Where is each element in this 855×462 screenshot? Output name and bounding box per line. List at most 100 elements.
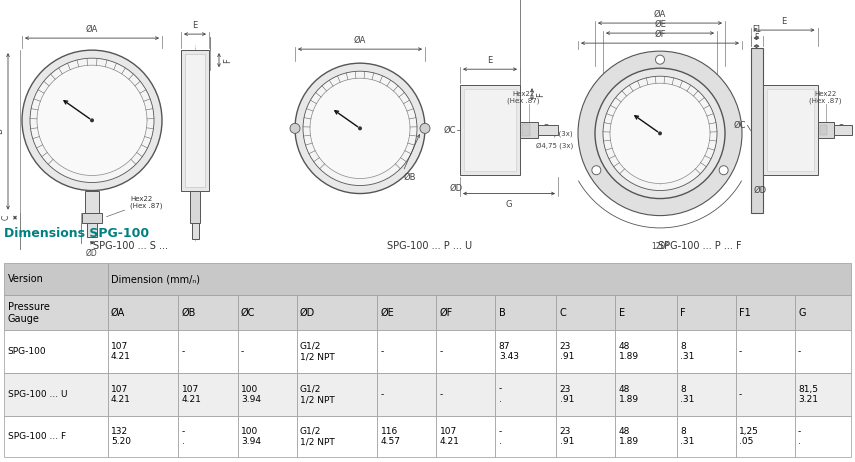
Text: E: E <box>487 56 492 65</box>
Text: 107
4.21: 107 4.21 <box>439 427 460 446</box>
Text: G: G <box>798 308 805 318</box>
Text: -: - <box>798 347 801 356</box>
Text: 48
1.89: 48 1.89 <box>619 385 639 404</box>
Text: 107
4.21: 107 4.21 <box>182 385 202 404</box>
FancyBboxPatch shape <box>108 263 851 295</box>
Text: C: C <box>838 124 843 133</box>
Text: Pressure
Gauge: Pressure Gauge <box>8 302 50 323</box>
FancyBboxPatch shape <box>4 263 108 295</box>
Text: ØC: ØC <box>241 308 256 318</box>
Circle shape <box>595 68 725 199</box>
Text: C: C <box>2 215 11 220</box>
Text: 116
4.57: 116 4.57 <box>380 427 401 446</box>
Text: 100
3.94: 100 3.94 <box>241 385 261 404</box>
Circle shape <box>719 166 728 175</box>
Text: ØA: ØA <box>86 25 98 34</box>
FancyBboxPatch shape <box>557 416 616 457</box>
FancyBboxPatch shape <box>436 330 495 373</box>
FancyBboxPatch shape <box>297 416 377 457</box>
FancyBboxPatch shape <box>735 373 794 416</box>
Bar <box>464 89 516 171</box>
Text: 8
.31: 8 .31 <box>680 342 694 361</box>
Text: F: F <box>223 58 232 63</box>
Bar <box>82 213 102 223</box>
Text: ØD: ØD <box>754 186 767 195</box>
Bar <box>522 124 530 136</box>
Circle shape <box>592 166 601 175</box>
Text: E: E <box>192 21 198 30</box>
FancyBboxPatch shape <box>557 373 616 416</box>
FancyBboxPatch shape <box>4 330 108 373</box>
Text: G1/2
1/2 NPT: G1/2 1/2 NPT <box>300 427 334 446</box>
Text: ØA: ØA <box>654 10 666 19</box>
Text: 87
3.43: 87 3.43 <box>498 342 519 361</box>
Text: SPG-100 ... P ... U: SPG-100 ... P ... U <box>387 241 473 251</box>
Bar <box>520 122 538 139</box>
FancyBboxPatch shape <box>436 373 495 416</box>
FancyBboxPatch shape <box>676 416 735 457</box>
Text: F: F <box>754 33 758 42</box>
FancyBboxPatch shape <box>794 373 851 416</box>
FancyBboxPatch shape <box>179 416 238 457</box>
Text: -: - <box>739 347 742 356</box>
Text: Dimension (mm/ₙ): Dimension (mm/ₙ) <box>111 274 200 284</box>
Bar <box>190 190 200 223</box>
Text: 100
3.94: 100 3.94 <box>241 427 261 446</box>
Text: G: G <box>506 200 512 208</box>
Text: 23
.91: 23 .91 <box>560 342 575 361</box>
Text: G1/2
1/2 NPT: G1/2 1/2 NPT <box>300 385 334 404</box>
Text: 48
1.89: 48 1.89 <box>619 427 639 446</box>
Text: SPG-100 ... P ... F: SPG-100 ... P ... F <box>658 241 742 251</box>
Bar <box>766 89 813 171</box>
Text: 3O: 3O <box>821 133 829 137</box>
Text: 132
5.20: 132 5.20 <box>111 427 131 446</box>
Text: SPG-100 ... U: SPG-100 ... U <box>8 390 68 399</box>
Text: 3O: 3O <box>524 134 533 139</box>
Text: -
.: - . <box>182 427 186 446</box>
Text: G1/2
1/2 NPT: G1/2 1/2 NPT <box>300 342 334 361</box>
Bar <box>85 190 99 213</box>
Circle shape <box>658 131 662 135</box>
Text: F1: F1 <box>739 308 751 318</box>
Bar <box>817 122 834 139</box>
Text: -: - <box>182 347 186 356</box>
FancyBboxPatch shape <box>179 330 238 373</box>
FancyBboxPatch shape <box>4 373 108 416</box>
Text: -: - <box>739 390 742 399</box>
Text: 23
.91: 23 .91 <box>560 385 575 404</box>
Text: Hex22
(Hex .87): Hex22 (Hex .87) <box>809 91 842 104</box>
Text: F1: F1 <box>752 25 761 34</box>
Circle shape <box>90 118 94 122</box>
FancyBboxPatch shape <box>108 373 179 416</box>
Circle shape <box>290 123 300 134</box>
Circle shape <box>22 50 162 190</box>
FancyBboxPatch shape <box>794 416 851 457</box>
FancyBboxPatch shape <box>557 295 616 330</box>
Bar <box>538 125 558 135</box>
Text: ØA: ØA <box>111 308 125 318</box>
FancyBboxPatch shape <box>436 295 495 330</box>
Text: SPG-100: SPG-100 <box>8 347 46 356</box>
FancyBboxPatch shape <box>179 295 238 330</box>
FancyBboxPatch shape <box>297 330 377 373</box>
Text: E: E <box>781 17 787 26</box>
FancyBboxPatch shape <box>495 330 557 373</box>
Text: ØA: ØA <box>354 36 366 45</box>
FancyBboxPatch shape <box>676 330 735 373</box>
FancyBboxPatch shape <box>495 295 557 330</box>
FancyBboxPatch shape <box>108 295 179 330</box>
FancyBboxPatch shape <box>436 416 495 457</box>
Text: ØE: ØE <box>380 308 394 318</box>
Text: -
.: - . <box>498 385 502 404</box>
Circle shape <box>37 65 147 176</box>
FancyBboxPatch shape <box>495 373 557 416</box>
Text: 107
4.21: 107 4.21 <box>111 385 131 404</box>
Bar <box>87 223 97 237</box>
Text: 23
.91: 23 .91 <box>560 427 575 446</box>
Text: ØF: ØF <box>439 308 453 318</box>
Circle shape <box>420 123 430 134</box>
Text: 8
.31: 8 .31 <box>680 385 694 404</box>
Circle shape <box>295 63 425 194</box>
FancyBboxPatch shape <box>735 295 794 330</box>
FancyBboxPatch shape <box>794 330 851 373</box>
